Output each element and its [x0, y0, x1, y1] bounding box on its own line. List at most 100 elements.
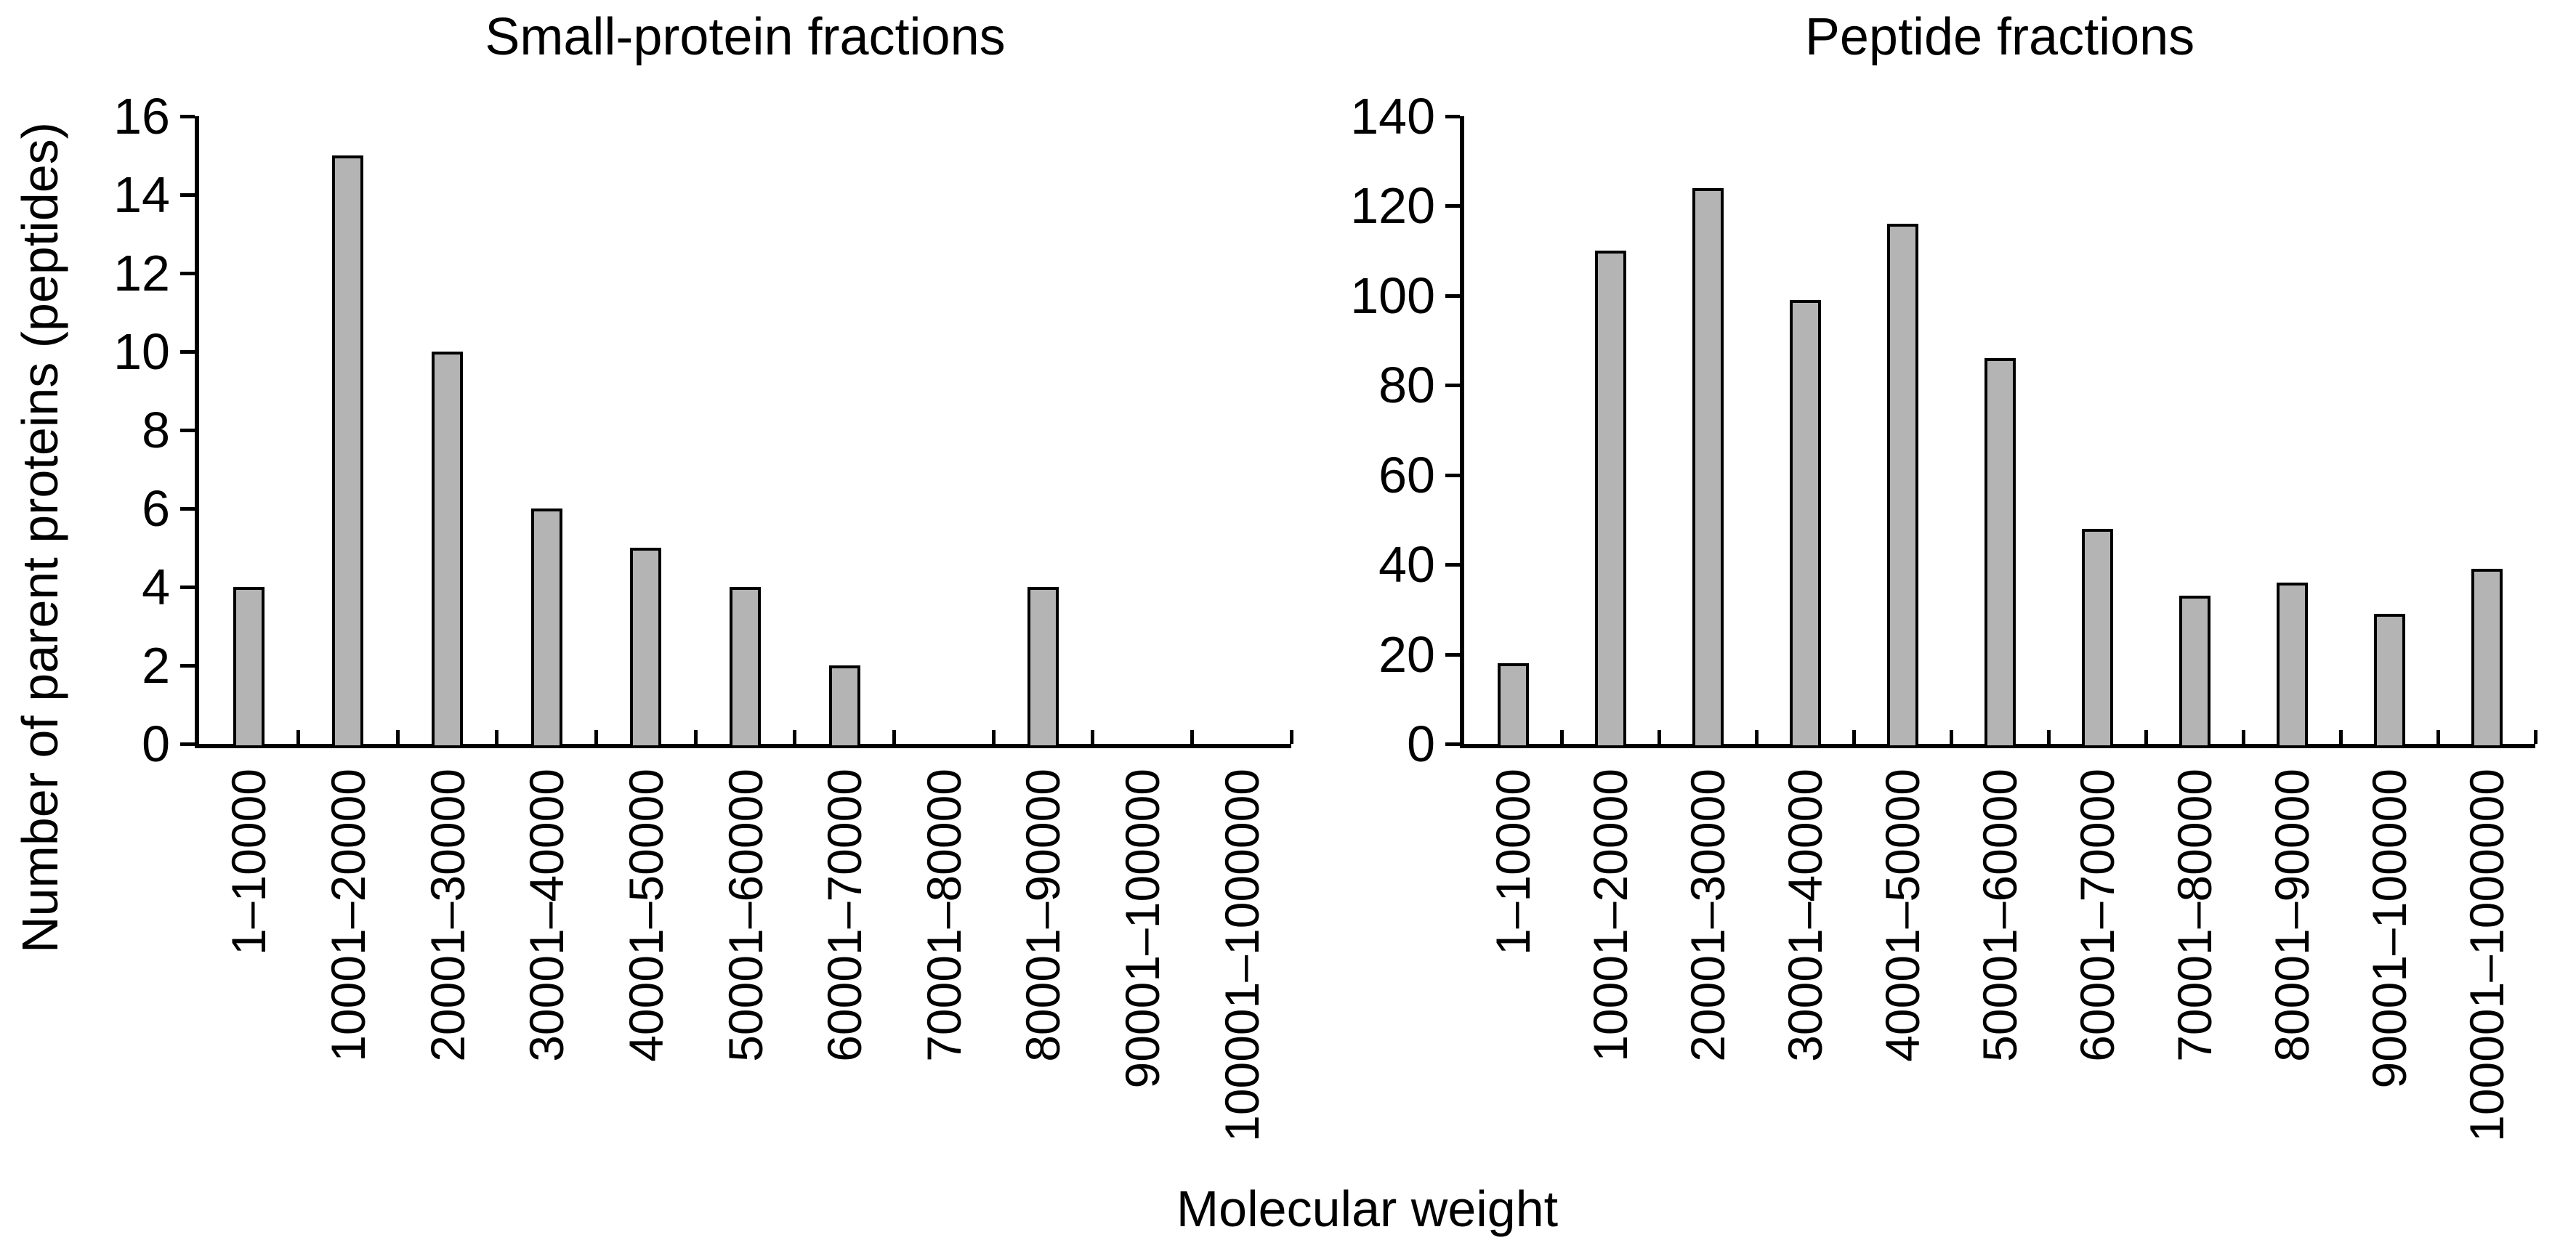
x-category-label: 40001–50000	[1876, 769, 1929, 1062]
y-tick-label: 20	[1378, 625, 1435, 683]
x-category-label: 10001–20000	[321, 769, 375, 1062]
y-axis-tick	[180, 193, 195, 197]
bar	[730, 587, 761, 748]
x-category-label: 40001–50000	[619, 769, 673, 1062]
x-category-label: 1–10000	[1486, 769, 1540, 955]
x-axis-tick	[1658, 730, 1661, 744]
x-category-label: 70001–80000	[2168, 769, 2221, 1062]
y-tick-label: 6	[142, 480, 170, 537]
y-tick-label: 60	[1378, 446, 1435, 503]
y-tick-label: 16	[113, 88, 170, 145]
y-axis-tick	[180, 664, 195, 668]
x-axis-tick	[1560, 730, 1564, 744]
x-axis-tick	[495, 730, 498, 744]
x-category-label: 50001–60000	[719, 769, 772, 1062]
y-axis-title: Number of parent proteins (peptides)	[12, 122, 68, 953]
x-axis-tick	[2047, 730, 2051, 744]
chart-title-peptide: Peptide fractions	[1804, 8, 2195, 66]
x-category-label: 80001–90000	[2265, 769, 2319, 1062]
x-category-label: 60001–70000	[817, 769, 871, 1062]
y-axis-tick	[1445, 473, 1460, 477]
x-category-label: 70001–80000	[917, 769, 971, 1062]
x-axis-tick	[2436, 730, 2440, 744]
bar	[233, 587, 265, 748]
y-axis-tick	[1445, 204, 1460, 208]
bar	[1498, 663, 1529, 748]
y-axis-tick	[1445, 563, 1460, 567]
x-axis-tick	[1755, 730, 1759, 744]
x-axis-tick	[1950, 730, 1953, 744]
y-axis-tick	[1445, 293, 1460, 298]
y-tick-label: 4	[142, 559, 170, 615]
x-category-label: 30001–40000	[1778, 769, 1832, 1062]
x-axis-tick	[1852, 730, 1856, 744]
x-category-label: 60001–70000	[2070, 769, 2124, 1062]
x-category-label: 100001–1000000	[1215, 769, 1269, 1142]
bar	[2471, 569, 2503, 748]
y-axis-tick	[180, 272, 195, 275]
bar	[332, 155, 363, 748]
y-tick-label: 14	[113, 166, 170, 223]
x-axis-tick	[992, 730, 996, 744]
x-axis-tick	[793, 730, 796, 744]
y-axis-tick	[180, 507, 195, 511]
x-axis-tick	[2534, 730, 2537, 744]
x-category-label: 50001–60000	[1973, 769, 2027, 1062]
bar	[2374, 614, 2405, 748]
y-axis-line	[1460, 116, 1464, 748]
x-axis-tick	[1190, 730, 1194, 744]
x-axis-tick	[892, 730, 896, 744]
bar	[531, 509, 562, 748]
y-axis-tick	[180, 115, 195, 118]
y-tick-label: 80	[1378, 357, 1435, 414]
x-category-label: 80001–90000	[1016, 769, 1070, 1062]
x-category-label: 90001–100000	[1115, 769, 1169, 1089]
x-category-label: 20001–30000	[1681, 769, 1735, 1062]
bar	[2082, 529, 2113, 748]
x-axis-tick	[594, 730, 598, 744]
y-axis-tick	[180, 742, 195, 746]
y-tick-label: 40	[1378, 536, 1435, 593]
y-axis-tick	[1445, 384, 1460, 388]
x-axis-tick	[296, 730, 300, 744]
x-axis-title: Molecular weight	[1176, 1180, 1559, 1237]
x-axis-tick	[1091, 730, 1094, 744]
y-axis-tick	[1445, 652, 1460, 657]
x-category-label: 100001–1000000	[2460, 769, 2514, 1142]
y-axis-tick	[180, 586, 195, 589]
chart-title-small-protein: Small-protein fractions	[485, 8, 1006, 66]
y-tick-label: 100	[1350, 267, 1435, 324]
x-category-label: 30001–40000	[520, 769, 573, 1062]
bar	[2277, 583, 2308, 748]
y-tick-label: 140	[1350, 88, 1435, 145]
bar	[2179, 596, 2210, 748]
y-tick-label: 10	[113, 323, 170, 380]
x-axis-tick	[2339, 730, 2343, 744]
x-category-label: 1–10000	[222, 769, 275, 955]
bar	[1692, 188, 1724, 748]
x-axis-tick	[1290, 730, 1293, 744]
y-axis-line	[195, 116, 199, 748]
bar	[630, 548, 661, 748]
y-tick-label: 0	[1407, 716, 1435, 772]
bar	[1027, 587, 1059, 748]
y-axis-tick	[180, 350, 195, 354]
bar	[829, 665, 860, 748]
y-tick-label: 8	[142, 402, 170, 458]
y-axis-tick	[180, 429, 195, 432]
y-tick-label: 0	[142, 716, 170, 772]
bar	[1985, 358, 2016, 748]
x-category-label: 20001–30000	[421, 769, 475, 1062]
x-axis-tick	[694, 730, 698, 744]
x-axis-tick	[2242, 730, 2245, 744]
y-tick-label: 2	[142, 637, 170, 694]
bar	[1790, 300, 1821, 748]
bar	[1887, 224, 1918, 748]
x-category-label: 90001–100000	[2362, 769, 2416, 1089]
x-axis-tick	[396, 730, 400, 744]
x-category-label: 10001–20000	[1583, 769, 1637, 1062]
bar	[432, 352, 463, 748]
y-tick-label: 12	[113, 245, 170, 301]
y-axis-tick	[1445, 742, 1460, 746]
